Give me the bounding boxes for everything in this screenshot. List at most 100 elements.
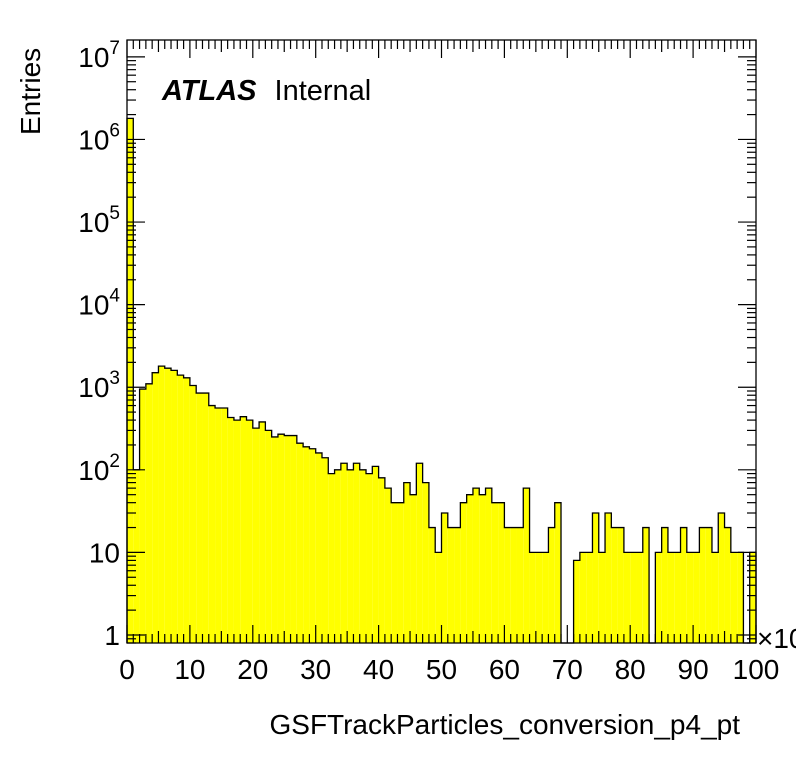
histogram-bar — [573, 560, 580, 643]
histogram-bar — [724, 527, 731, 643]
histogram-bar — [592, 512, 599, 643]
y-axis-label: Entries — [15, 48, 46, 135]
x-axis-multiplier-label: ×10³ — [757, 623, 796, 654]
histogram-bar — [397, 502, 404, 643]
x-tick-label: 40 — [363, 654, 394, 685]
histogram-bar — [661, 527, 668, 643]
histogram-bar — [460, 502, 467, 643]
histogram-bar — [127, 118, 134, 644]
histogram-bar — [749, 552, 756, 643]
histogram-bar — [145, 383, 153, 643]
histogram-bar — [479, 494, 486, 643]
x-axis-label: GSFTrackParticles_conversion_p4_pt — [269, 709, 740, 740]
histogram-bar — [466, 494, 473, 643]
x-tick-label: 100 — [733, 654, 780, 685]
histogram-bar — [290, 435, 297, 643]
histogram-bar — [693, 552, 700, 643]
histogram-bar — [303, 446, 310, 643]
x-tick-label: 20 — [237, 654, 268, 685]
histogram-bar — [611, 527, 618, 643]
histogram-bar — [347, 469, 354, 643]
histogram-bar — [730, 552, 738, 643]
internal-label: Internal — [275, 75, 372, 107]
histogram-bars — [126, 117, 757, 644]
y-tick-label: 107 — [78, 38, 120, 73]
histogram-bar — [680, 527, 687, 643]
histogram-bar — [504, 527, 511, 643]
histogram-bar — [416, 463, 423, 643]
x-tick-label: 10 — [174, 654, 205, 685]
histogram-bar — [227, 417, 234, 643]
axis-ticks — [126, 40, 757, 644]
histogram-bar — [667, 552, 675, 643]
histogram-bar — [523, 488, 530, 643]
histogram-bar — [366, 473, 373, 643]
histogram-bar — [221, 408, 228, 643]
histogram-outline — [126, 117, 757, 644]
histogram-bar — [183, 377, 190, 643]
histogram-bar — [277, 434, 285, 643]
histogram-bar — [498, 502, 505, 643]
histogram-bar — [674, 552, 681, 643]
histogram-bar — [605, 512, 612, 643]
histogram-bar — [529, 552, 536, 643]
x-tick-label: 80 — [615, 654, 646, 685]
histogram-bar — [598, 552, 606, 643]
histogram-bar — [158, 366, 165, 643]
histogram-bar — [378, 477, 385, 643]
histogram-bar — [215, 408, 222, 643]
histogram-bar — [372, 466, 379, 643]
x-tick-label: 30 — [300, 654, 331, 685]
histogram-bar — [554, 502, 562, 643]
y-tick-labels: 1 10 102 103 104 105 106 107 — [78, 38, 120, 651]
x-tick-label: 90 — [678, 654, 709, 685]
histogram-bar — [133, 469, 140, 643]
histogram-bar — [491, 502, 499, 643]
histogram-bar — [315, 452, 322, 643]
histogram-bar — [252, 428, 260, 643]
histogram-bar — [472, 488, 480, 643]
x-tick-label: 60 — [489, 654, 520, 685]
histogram-bar — [208, 405, 216, 643]
histogram-bar — [686, 552, 694, 643]
histogram-bar — [711, 552, 719, 643]
histogram-bar — [447, 527, 455, 643]
histogram-bar — [259, 421, 266, 643]
histogram-bar — [359, 469, 367, 643]
histogram-bar — [699, 527, 706, 643]
histogram-bar — [655, 552, 662, 643]
histogram-bar — [579, 552, 587, 643]
histogram-bar — [139, 389, 146, 643]
x-tick-label: 70 — [552, 654, 583, 685]
histogram-bar — [284, 435, 291, 643]
histogram-bar — [177, 375, 184, 643]
histogram-bar — [548, 527, 555, 643]
histogram-bar — [535, 552, 543, 643]
histogram-bar — [586, 552, 593, 643]
histogram-bar — [441, 512, 448, 643]
histogram-bar — [428, 527, 436, 643]
y-tick-label: 104 — [78, 286, 120, 321]
histogram-bar — [410, 494, 417, 643]
histogram-bar — [321, 457, 329, 643]
histogram-bar — [271, 436, 278, 643]
histogram-bar — [296, 443, 304, 643]
histogram-bar — [265, 430, 272, 643]
histogram-bar — [542, 552, 549, 643]
histogram-bar — [403, 482, 411, 643]
histogram-bar — [189, 385, 197, 643]
histogram-bar — [196, 393, 203, 643]
histogram-bar — [623, 552, 631, 643]
histogram-bar — [617, 527, 624, 643]
histogram-bar — [340, 463, 348, 643]
histogram-bar — [328, 473, 335, 643]
histogram-bar — [164, 368, 172, 643]
y-tick-label: 106 — [78, 120, 120, 155]
histogram-bar — [630, 552, 637, 643]
histogram-bar — [233, 420, 241, 643]
histogram-bar — [202, 393, 209, 643]
histogram-bar — [718, 512, 725, 643]
histogram-bar — [636, 552, 643, 643]
histogram-bar — [171, 370, 178, 643]
histogram-bar — [240, 416, 247, 643]
